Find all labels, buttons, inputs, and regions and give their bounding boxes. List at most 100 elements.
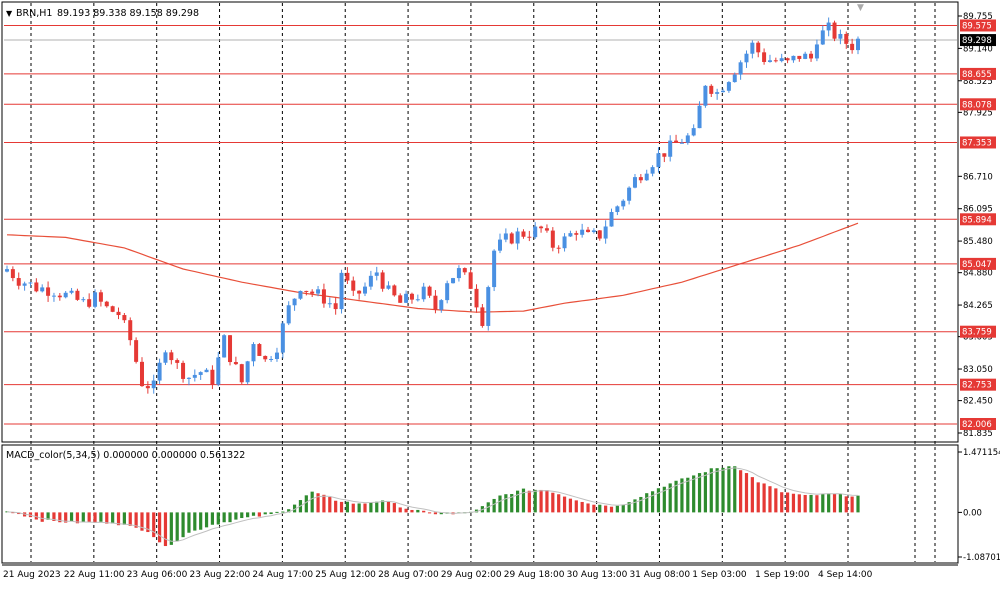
macd-bar: [163, 512, 168, 547]
macd-bar: [34, 512, 38, 520]
candle-bearish: [34, 282, 39, 292]
macd-bar: [246, 512, 250, 518]
macd-bar: [81, 512, 85, 523]
macd-bar: [750, 477, 754, 513]
candle-bullish: [591, 230, 596, 233]
candle-bearish: [850, 43, 855, 51]
candle-bearish: [832, 22, 837, 39]
macd-bar: [287, 509, 291, 513]
macd-bar: [334, 500, 338, 513]
candle-bullish: [492, 250, 497, 288]
price-axis[interactable]: 89.755 89.140 88.525 87.925 86.710 86.095 85.4…: [958, 12, 996, 439]
candle-bullish: [421, 286, 426, 300]
candle-bullish: [204, 369, 209, 373]
price-tick-label: 88.525: [963, 77, 993, 87]
candle-bearish: [762, 52, 767, 62]
candle-bearish: [228, 335, 233, 363]
candle-bearish: [638, 177, 643, 181]
candle-bullish: [744, 53, 749, 63]
time-tick-label: 28 Aug 07:00: [378, 570, 439, 580]
macd-bar: [46, 512, 50, 520]
macd-bar: [357, 503, 361, 513]
price-tick-label: 89.755: [963, 12, 993, 22]
macd-bar: [187, 512, 191, 533]
macd-bar: [69, 512, 74, 522]
candle-bullish: [280, 323, 285, 353]
macd-bar: [709, 468, 713, 513]
macd-bar: [316, 493, 320, 513]
macd-bar: [598, 504, 602, 513]
candle-bullish: [856, 38, 860, 51]
time-tick-label: 31 Aug 08:00: [629, 570, 690, 580]
candle-bullish: [339, 272, 344, 310]
macd-tick-label: 1.471154: [963, 448, 1000, 458]
price-tick-label: 86.710: [963, 172, 993, 182]
macd-bar: [504, 494, 508, 513]
candle-bearish: [263, 355, 268, 360]
macd-bar: [64, 512, 68, 523]
candle-bullish: [668, 140, 673, 157]
candle-bullish: [286, 305, 291, 324]
time-tick-label: 30 Aug 13:00: [567, 570, 628, 580]
triangle-down-icon[interactable]: ▼: [6, 9, 13, 18]
level-price-badge[interactable]: [960, 325, 996, 338]
triangle-down-icon[interactable]: ▼: [857, 3, 864, 13]
time-tick-label: 29 Aug 02:00: [441, 570, 502, 580]
level-price-badge[interactable]: [960, 257, 996, 270]
macd-bar: [257, 512, 261, 517]
candle-bullish: [568, 233, 573, 237]
macd-bar: [222, 512, 226, 523]
macd-bar: [727, 466, 731, 513]
macd-bar: [75, 512, 80, 524]
candle-bearish: [574, 233, 579, 235]
candle-bearish: [509, 233, 514, 244]
candle-bullish: [703, 85, 708, 106]
macd-bar: [832, 493, 837, 513]
candle-bullish: [726, 82, 731, 91]
macd-bar: [615, 505, 619, 513]
level-price-badge[interactable]: [960, 67, 996, 80]
level-price-badge[interactable]: [960, 98, 996, 111]
level-price-badge[interactable]: [960, 19, 996, 32]
candle-bullish: [779, 58, 784, 62]
time-tick-label: 25 Aug 12:00: [315, 570, 376, 580]
level-price-badge[interactable]: [960, 378, 996, 391]
candle-bullish: [697, 105, 702, 129]
candle-bearish: [544, 228, 549, 231]
candle-bearish: [357, 290, 362, 294]
level-price-badge[interactable]: [960, 213, 996, 226]
macd-bar: [609, 506, 614, 513]
macd-bar: [639, 496, 643, 513]
candle-bearish: [46, 287, 51, 296]
price-tick-label: 87.925: [963, 108, 993, 118]
time-tick-label: 1 Sep 19:00: [755, 570, 810, 580]
time-axis[interactable]: 21 Aug 2023 22 Aug 11:00 23 Aug 06:00 23 Au…: [2, 564, 958, 580]
macd-bar: [128, 512, 132, 526]
candle-bearish: [398, 295, 403, 303]
candle-bearish: [175, 360, 180, 363]
price-tick-label: 81.835: [963, 429, 993, 439]
candle-bullish: [51, 295, 56, 297]
macd-bar: [11, 512, 15, 514]
level-price-badge[interactable]: [960, 417, 996, 430]
price-tick-label: 86.095: [963, 205, 993, 215]
candle-bullish: [81, 299, 86, 301]
support-resistance-levels[interactable]: [4, 24, 957, 425]
level-price-label: 88.078: [962, 100, 992, 110]
macd-bar: [5, 511, 9, 513]
macd-bar: [768, 486, 772, 513]
macd-bar: [545, 490, 549, 513]
candle-bullish: [151, 380, 156, 389]
candle-bullish: [63, 292, 68, 298]
macd-bar: [410, 509, 414, 513]
candle-bullish: [93, 292, 98, 307]
candle-bullish: [644, 173, 649, 181]
macd-bar: [99, 512, 103, 522]
ohlc-values: 89.193 89.338 89.158 89.298: [57, 8, 199, 19]
candle-bullish: [732, 74, 737, 83]
candle-bullish: [298, 290, 303, 299]
level-price-badge[interactable]: [960, 136, 996, 149]
